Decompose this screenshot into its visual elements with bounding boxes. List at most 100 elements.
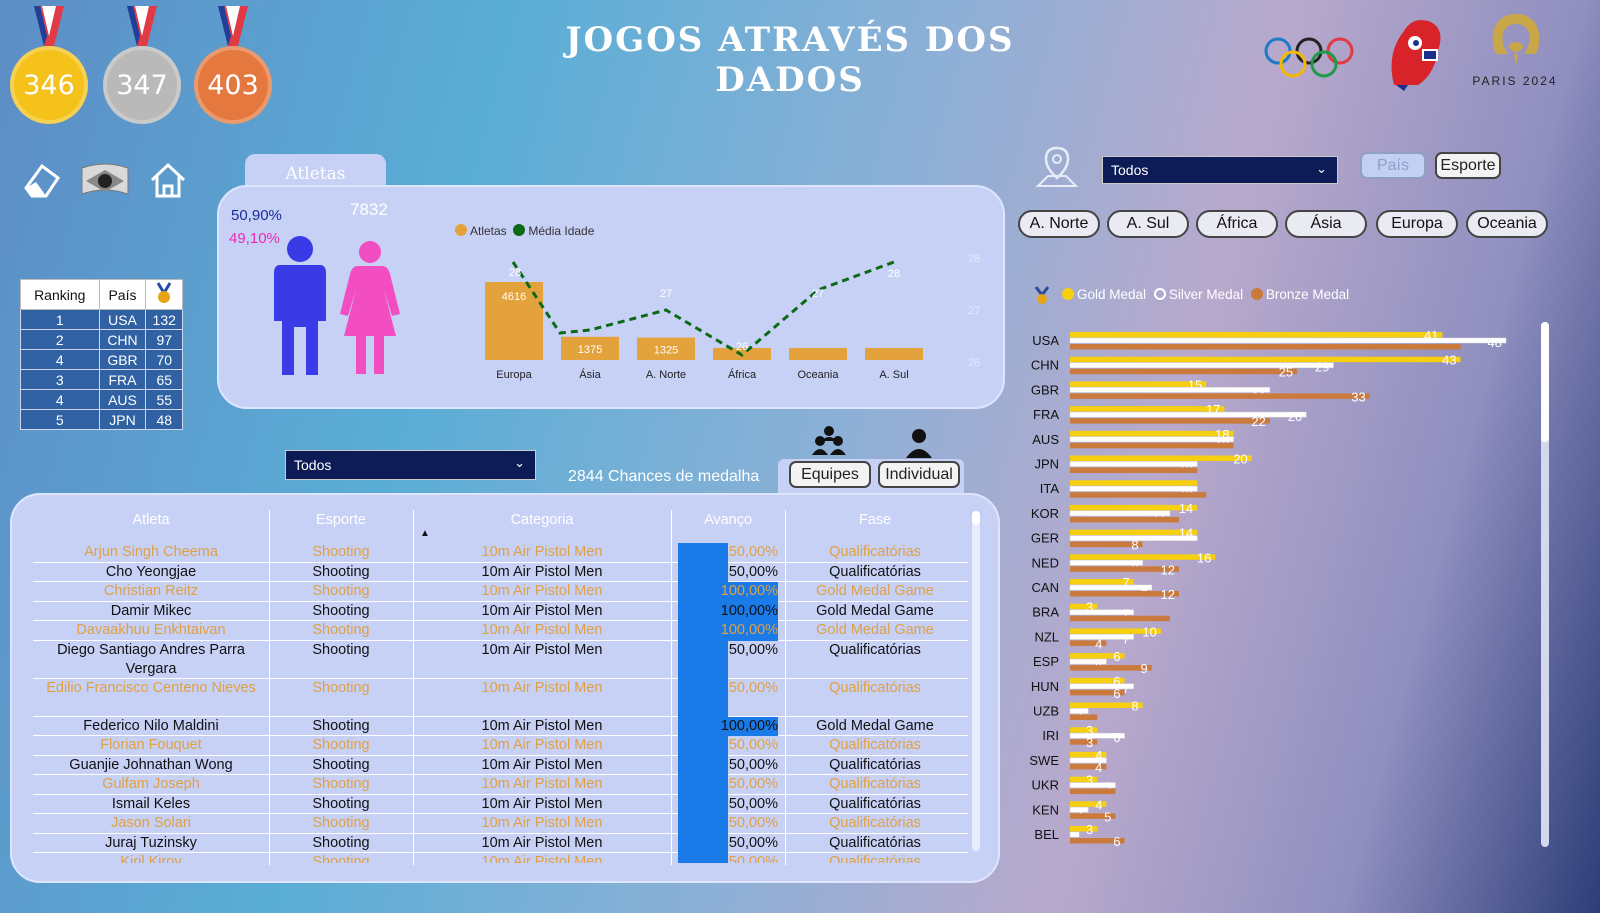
bar-value-label: 9 (1141, 661, 1148, 676)
legend-idade-dot (513, 224, 526, 236)
table-row[interactable]: Edilio Francisco Centeno Nieves Shooting 1… (33, 678, 968, 717)
legend-atletas-dot (455, 224, 467, 236)
medal-silver: 347 (103, 6, 181, 124)
table-row[interactable]: Gulfam Joseph Shooting 10m Air Pistol Men 5… (33, 775, 968, 795)
bar-value-label: 4 (1095, 656, 1102, 671)
bar-ESP-bronze (1070, 665, 1152, 671)
tab-atletas-label: Atletas (285, 164, 346, 184)
ranking-row[interactable]: 4 AUS 55 (20, 389, 183, 410)
category-cell: 10m Air Pistol Men (481, 544, 603, 560)
sport-filter-dropdown[interactable]: Todos ⌄ (285, 450, 536, 480)
chevron-down-icon: ⌄ (514, 455, 525, 470)
table-row[interactable]: Cho Yeongjae Shooting 10m Air Pistol Men 50… (33, 562, 968, 582)
phase-cell: Qualificatórias (829, 563, 921, 580)
table-row[interactable]: Ismail Keles Shooting 10m Air Pistol Men 50… (33, 794, 968, 814)
col-fase[interactable]: Fase (858, 512, 892, 528)
region-filter-dropdown[interactable]: Todos ⌄ (1102, 156, 1338, 184)
table-row[interactable]: Jason Solari Shooting 10m Air Pistol Men 50… (33, 814, 968, 834)
sport-cell: Shooting (312, 602, 370, 619)
country-toggle-button[interactable]: País (1360, 152, 1426, 179)
mascot-icon (1391, 20, 1441, 91)
eraser-icon[interactable] (20, 160, 64, 200)
sport-filter-value: Todos (294, 457, 332, 473)
progress-bar (678, 621, 778, 641)
category-cell: 10m Air Pistol Men (481, 756, 603, 773)
ranking-cell: USA (98, 309, 147, 330)
bar-CAN-bronze (1070, 591, 1179, 597)
table-row[interactable]: Damir Mikec Shooting 10m Air Pistol Men 100… (33, 601, 968, 621)
medal-count: 346 (10, 46, 88, 124)
tab-atletas[interactable]: Atletas (245, 154, 386, 190)
person-icon (906, 429, 932, 458)
ranking-cell: 1 (20, 309, 100, 330)
bar-value-label: 3 (1086, 723, 1093, 738)
bar-value-label: 4 (1095, 797, 1102, 812)
ranking-cell: 97 (145, 329, 183, 350)
col-categoria[interactable]: Categoria (510, 512, 574, 528)
ranking-row[interactable]: 3 FRA 65 (20, 369, 183, 390)
col-avanco[interactable]: Avanço (703, 512, 753, 528)
category-cell: 10m Air Pistol Men (481, 717, 603, 734)
legend-atletas: Atletas (470, 224, 507, 238)
bar-HUN-silver (1069, 683, 1134, 690)
progress-bar (678, 716, 778, 736)
athlete-name: Diego Santiago Andres Parra Vergara (57, 641, 245, 677)
region-button-1[interactable]: A. Sul (1107, 210, 1189, 238)
home-icon[interactable] (148, 160, 188, 200)
chart-scrollbar[interactable] (1541, 322, 1549, 847)
bar-UKR-gold (1070, 776, 1098, 783)
legend-bronze: Bronze Medal (1265, 287, 1350, 302)
table-row[interactable]: Davaakhuu Enkhtaivan Shooting 10m Air Pist… (33, 621, 968, 641)
ranking-row[interactable]: 1 USA 132 (20, 309, 183, 330)
right-axis-tick: 26 (968, 357, 980, 369)
phase-cell: Qualificatórias (829, 815, 921, 831)
ranking-cell: CHN (98, 329, 147, 350)
phase-cell: Qualificatórias (829, 641, 921, 658)
teams-button[interactable]: Equipes (789, 461, 871, 488)
brazil-flag-icon[interactable] (80, 162, 130, 198)
bar-GBR-gold (1070, 381, 1207, 387)
table-row[interactable]: Christian Reitz Shooting 10m Air Pistol Me… (33, 582, 968, 602)
map-pin-icon[interactable] (1034, 144, 1080, 190)
bar-label: 4616 (502, 291, 526, 303)
bar-IRI-silver (1069, 732, 1125, 739)
bar-value-label: 9 (1141, 582, 1148, 597)
country-label-IRI: IRI (1042, 728, 1059, 743)
bar-BRA-silver (1069, 609, 1134, 615)
bar-value-label: 6 (1113, 674, 1120, 689)
table-row[interactable]: Kiril Kirov Shooting 10m Air Pistol Men 50,… (33, 853, 968, 863)
region-button-5[interactable]: Oceania (1466, 210, 1548, 238)
progress-bar (678, 794, 728, 814)
sort-asc-icon[interactable]: ▲ (420, 528, 430, 539)
sport-cell: Shooting (312, 815, 370, 831)
sport-cell: Shooting (312, 854, 370, 863)
progress-bar (678, 814, 728, 834)
ranking-row[interactable]: 2 CHN 97 (20, 329, 183, 350)
advance-cell: 50,00% (728, 737, 778, 753)
region-button-4[interactable]: Europa (1376, 210, 1458, 238)
ranking-row[interactable]: 4 GBR 70 (20, 349, 183, 370)
bar-AUS-silver (1069, 436, 1234, 443)
bar-value-label: 4 (1095, 636, 1102, 651)
athlete-name: Guanjie Johnathan Wong (69, 756, 233, 773)
bar-JPN-bronze (1070, 467, 1198, 473)
ranking-row[interactable]: 5 JPN 48 (20, 409, 183, 430)
table-row[interactable]: Diego Santiago Andres Parra Vergara Shoot… (33, 640, 968, 679)
region-button-0[interactable]: A. Norte (1018, 210, 1100, 238)
table-row[interactable]: Juraj Tuzinsky Shooting 10m Air Pistol Men… (33, 833, 968, 853)
sport-toggle-button[interactable]: Esporte (1435, 152, 1501, 179)
advance-cell: 50,00% (728, 795, 778, 812)
table-scrollbar[interactable] (972, 511, 980, 851)
individual-button[interactable]: Individual (878, 461, 960, 488)
region-button-2[interactable]: África (1196, 210, 1278, 238)
bar-value-label: 33 (1351, 389, 1365, 404)
col-esporte[interactable]: Esporte (316, 512, 366, 528)
table-row[interactable]: Guanjie Johnathan Wong Shooting 10m Air Pi… (33, 755, 968, 775)
col-atleta[interactable]: Atleta (132, 512, 170, 528)
bar-value-label: 7 (1122, 575, 1129, 590)
region-button-3[interactable]: Ásia (1285, 210, 1367, 238)
table-row[interactable]: Arjun Singh Cheema Shooting 10m Air Pistol… (33, 543, 968, 563)
table-row[interactable]: Florian Fouquet Shooting 10m Air Pistol Me… (33, 736, 968, 756)
table-row[interactable]: Federico Nilo Maldini Shooting 10m Air Pis… (33, 716, 968, 736)
ranking-cell: 70 (145, 349, 183, 370)
